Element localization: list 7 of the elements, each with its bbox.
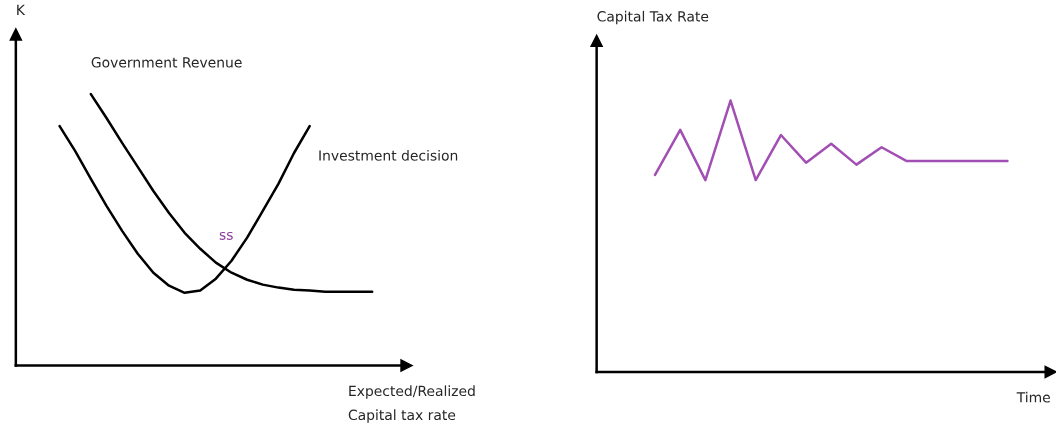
x-axis-title: Time (1016, 391, 1050, 403)
series-label: Investment decision (319, 149, 458, 161)
x-axis-title: Expected/Realized Capital tax rate (348, 385, 475, 423)
y-axis-title: K (17, 4, 26, 15)
annotation: ss (219, 231, 233, 240)
series-label: Government Revenue (91, 57, 242, 68)
y-axis-title: Capital Tax Rate (597, 10, 709, 25)
